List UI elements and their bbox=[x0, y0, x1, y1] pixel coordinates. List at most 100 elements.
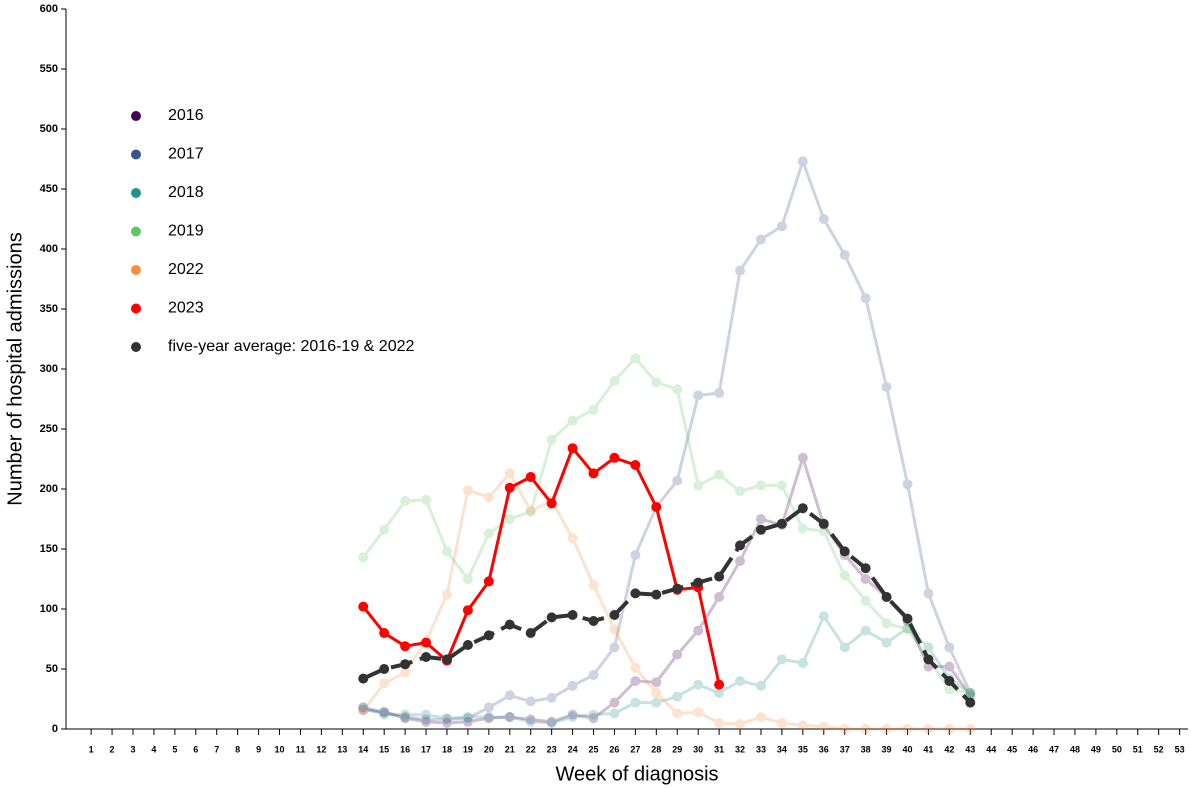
data-point bbox=[483, 576, 494, 587]
data-point bbox=[379, 628, 390, 638]
data-point bbox=[651, 677, 662, 688]
data-point bbox=[441, 589, 452, 600]
data-point bbox=[525, 628, 536, 638]
data-point bbox=[483, 702, 494, 713]
y-tick-label: 100 bbox=[40, 603, 58, 615]
x-tick-label: 38 bbox=[861, 744, 871, 754]
data-point bbox=[525, 506, 536, 517]
data-point bbox=[504, 619, 515, 630]
x-tick-label: 15 bbox=[379, 744, 389, 754]
data-point bbox=[944, 676, 955, 686]
legend-marker bbox=[131, 303, 141, 314]
data-point bbox=[483, 630, 494, 641]
data-point bbox=[504, 514, 515, 524]
data-point bbox=[379, 664, 390, 674]
data-point bbox=[839, 642, 850, 653]
data-point bbox=[630, 550, 641, 560]
data-point bbox=[651, 589, 662, 600]
data-point bbox=[693, 390, 704, 401]
data-point bbox=[651, 502, 662, 512]
data-point bbox=[609, 697, 620, 708]
data-point bbox=[441, 654, 452, 665]
data-point bbox=[881, 382, 892, 392]
data-point bbox=[735, 556, 746, 566]
data-point bbox=[462, 574, 473, 584]
series-line bbox=[362, 446, 721, 685]
data-point bbox=[567, 415, 578, 426]
data-point bbox=[839, 570, 850, 581]
data-point bbox=[379, 707, 390, 718]
data-point bbox=[483, 492, 494, 503]
legend-marker bbox=[131, 111, 141, 121]
x-tick-label: 52 bbox=[1154, 744, 1164, 754]
data-point bbox=[462, 713, 473, 724]
data-point bbox=[776, 718, 787, 728]
data-point bbox=[714, 469, 725, 480]
data-point bbox=[965, 688, 976, 698]
x-tick-label: 3 bbox=[130, 744, 135, 754]
y-tick-label: 0 bbox=[52, 723, 58, 735]
series-line bbox=[362, 159, 972, 721]
data-point bbox=[797, 156, 808, 167]
data-point bbox=[609, 610, 620, 620]
x-tick-label: 37 bbox=[840, 744, 850, 754]
data-point bbox=[421, 494, 432, 505]
legend-marker bbox=[131, 265, 141, 275]
series-line bbox=[362, 356, 971, 695]
data-point bbox=[735, 265, 746, 276]
legend-label: 2022 bbox=[168, 261, 204, 278]
data-point bbox=[379, 524, 390, 535]
data-point bbox=[379, 707, 390, 718]
data-point bbox=[379, 678, 390, 689]
data-point bbox=[400, 712, 411, 722]
data-point bbox=[965, 724, 976, 734]
data-point bbox=[923, 588, 934, 599]
data-point bbox=[860, 625, 871, 636]
data-point bbox=[358, 702, 369, 713]
x-tick-label: 8 bbox=[235, 744, 240, 754]
data-point bbox=[525, 505, 536, 516]
data-point bbox=[672, 475, 683, 486]
data-point bbox=[358, 552, 369, 563]
data-point bbox=[630, 353, 641, 364]
x-tick-label: 43 bbox=[965, 744, 975, 754]
x-tick-label: 28 bbox=[651, 744, 661, 754]
data-point bbox=[588, 468, 599, 479]
data-point bbox=[755, 680, 766, 691]
data-point bbox=[693, 707, 704, 718]
x-tick-label: 39 bbox=[882, 744, 892, 754]
data-point bbox=[567, 610, 578, 620]
data-point bbox=[588, 670, 599, 680]
series bbox=[358, 611, 976, 728]
y-axis-label: Number of hospital admissions bbox=[4, 232, 26, 505]
data-point bbox=[441, 714, 452, 725]
data-point bbox=[902, 613, 913, 624]
data-point bbox=[630, 460, 641, 470]
x-tick-label: 41 bbox=[923, 744, 933, 754]
legend-label: 2017 bbox=[168, 146, 204, 163]
data-point bbox=[504, 468, 515, 479]
data-point bbox=[546, 612, 557, 623]
x-tick-label: 47 bbox=[1049, 744, 1059, 754]
x-tick-label: 48 bbox=[1070, 744, 1080, 754]
data-point bbox=[567, 709, 578, 720]
y-tick-label: 450 bbox=[40, 183, 58, 195]
legend-label: five-year average: 2016-19 & 2022 bbox=[168, 338, 414, 355]
data-point bbox=[860, 595, 871, 606]
x-tick-label: 42 bbox=[944, 744, 954, 754]
x-tick-label: 50 bbox=[1112, 744, 1122, 754]
data-point bbox=[462, 716, 473, 727]
data-point bbox=[714, 718, 725, 728]
x-tick-label: 11 bbox=[296, 744, 306, 754]
data-point bbox=[881, 618, 892, 629]
data-point bbox=[672, 708, 683, 719]
series bbox=[358, 353, 976, 698]
data-point bbox=[462, 640, 473, 650]
data-point bbox=[902, 479, 913, 490]
x-tick-label: 16 bbox=[400, 744, 410, 754]
x-axis-label: Week of diagnosis bbox=[555, 763, 718, 785]
y-tick-label: 600 bbox=[40, 3, 58, 15]
data-point bbox=[588, 709, 599, 720]
data-point bbox=[400, 713, 411, 724]
data-point bbox=[421, 716, 432, 727]
